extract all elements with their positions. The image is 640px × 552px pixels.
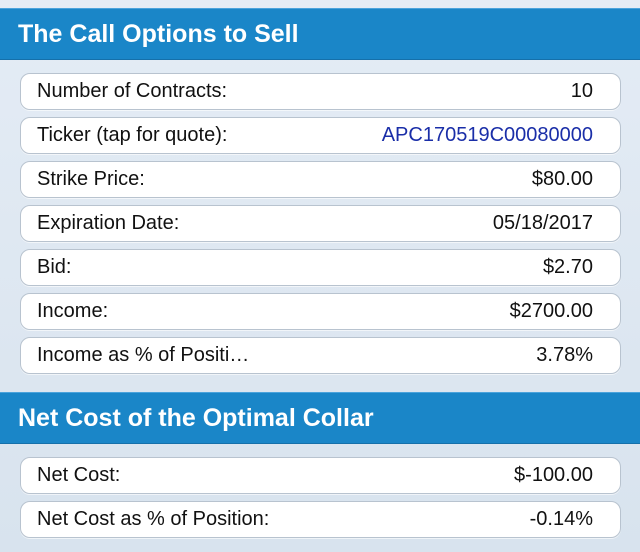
ticker-link[interactable]: APC170519C00080000 bbox=[381, 124, 593, 146]
row-value: 10 bbox=[570, 80, 593, 102]
row-label: Number of Contracts: bbox=[37, 80, 228, 102]
row-value: $80.00 bbox=[531, 168, 593, 190]
row-value: 3.78% bbox=[536, 344, 593, 366]
row-bid: Bid: $2.70 bbox=[20, 249, 621, 286]
row-income-percent: Income as % of Positi… 3.78% bbox=[20, 337, 621, 374]
row-number-of-contracts: Number of Contracts: 10 bbox=[20, 73, 621, 110]
row-value: $2700.00 bbox=[509, 300, 593, 322]
row-ticker[interactable]: Ticker (tap for quote): APC170519C000800… bbox=[20, 117, 621, 154]
row-expiration-date: Expiration Date: 05/18/2017 bbox=[20, 205, 621, 242]
row-value: -0.14% bbox=[529, 508, 593, 530]
row-label: Bid: bbox=[37, 256, 72, 278]
row-value: $2.70 bbox=[542, 256, 593, 278]
row-label: Ticker (tap for quote): bbox=[37, 124, 228, 146]
row-label: Expiration Date: bbox=[37, 212, 180, 234]
row-label: Net Cost as % of Position: bbox=[37, 508, 270, 530]
section-header-call-options: The Call Options to Sell bbox=[0, 8, 640, 60]
row-label: Income as % of Positi… bbox=[37, 344, 250, 366]
row-label: Net Cost: bbox=[37, 464, 121, 486]
row-income: Income: $2700.00 bbox=[20, 293, 621, 330]
section-header-net-cost: Net Cost of the Optimal Collar bbox=[0, 392, 640, 444]
row-net-cost: Net Cost: $-100.00 bbox=[20, 457, 621, 494]
row-value: $-100.00 bbox=[514, 464, 593, 486]
row-value: 05/18/2017 bbox=[492, 212, 593, 234]
row-label: Income: bbox=[37, 300, 109, 322]
section-title: The Call Options to Sell bbox=[18, 19, 299, 48]
row-label: Strike Price: bbox=[37, 168, 145, 190]
row-net-cost-percent: Net Cost as % of Position: -0.14% bbox=[20, 501, 621, 538]
row-strike-price: Strike Price: $80.00 bbox=[20, 161, 621, 198]
section-title: Net Cost of the Optimal Collar bbox=[18, 403, 374, 432]
